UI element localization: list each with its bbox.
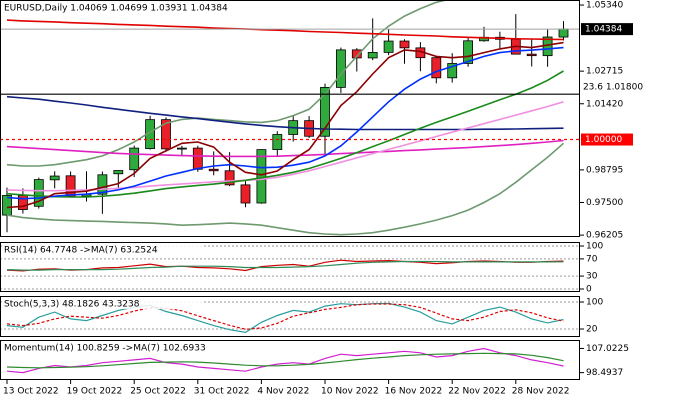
y-tick-label: 30 <box>586 272 598 282</box>
plot-area <box>6 347 564 374</box>
y-tick-label: 70 <box>586 254 598 264</box>
y-tick-label: 1.02715 <box>586 67 623 77</box>
x-tick-label: 31 Oct 2022 <box>194 387 250 397</box>
panel-header: EURUSD,Daily 1.04069 1.04699 1.03931 1.0… <box>4 4 228 14</box>
last-price-label: 1.04384 <box>585 25 622 35</box>
y-tick-label: 1.05340 <box>586 1 623 11</box>
candle-body <box>208 168 219 172</box>
header-bg <box>2 342 202 353</box>
y-tick-label: 20 <box>586 325 598 335</box>
header-bg <box>2 2 234 13</box>
candle-body <box>447 63 458 79</box>
candle-body <box>463 40 474 64</box>
candle-body <box>526 53 537 57</box>
plot-area <box>6 302 564 334</box>
last-price-box <box>581 23 633 36</box>
candle-body <box>97 174 108 195</box>
candle-body <box>176 147 187 150</box>
x-tick-label: 28 Nov 2022 <box>512 387 570 397</box>
candle-body <box>256 149 267 204</box>
candle-body <box>2 195 12 216</box>
indicator-line <box>6 41 564 209</box>
y-tick-label: 1.01420 <box>586 99 623 109</box>
panel-header: Stoch(5,3,3) 48.1826 43.3238 <box>4 300 140 310</box>
indicator-line <box>6 139 564 158</box>
x-tick-label: 16 Nov 2022 <box>385 387 443 397</box>
candle-body <box>113 170 124 175</box>
y-tick-label: 100 <box>586 298 603 308</box>
candle-body <box>367 51 378 59</box>
candle-body <box>49 175 60 181</box>
candle-body <box>383 40 394 53</box>
candle-body <box>192 147 203 170</box>
plot-area <box>6 259 564 272</box>
x-tick-label: 22 Nov 2022 <box>448 387 506 397</box>
candle-body <box>320 86 330 137</box>
candle-body <box>161 119 171 150</box>
candle-body <box>129 147 140 171</box>
candle-body <box>399 40 410 49</box>
x-tick-label: 4 Nov 2022 <box>257 387 309 397</box>
level-label: 1.00000 <box>585 135 622 145</box>
header-bg <box>2 298 202 309</box>
level-label: 23.6 1.01800 <box>583 83 643 93</box>
candle-body <box>224 170 235 186</box>
indicator-line <box>6 0 450 167</box>
header-bg <box>2 244 202 255</box>
panel-frame <box>0 0 580 237</box>
indicator-line <box>6 260 564 271</box>
plot-area <box>2 0 569 236</box>
y-tick-label: 0.96205 <box>586 231 623 241</box>
indicator-line <box>6 352 564 369</box>
candle-body <box>33 179 44 207</box>
y-tick-label: 0.97500 <box>586 198 623 208</box>
indicator-line <box>6 95 564 131</box>
indicator-line <box>6 142 565 236</box>
panel-frame <box>0 340 580 380</box>
x-tick-label: 10 Nov 2022 <box>321 387 379 397</box>
candle-body <box>17 195 28 210</box>
y-tick-label: 0.98795 <box>586 165 623 175</box>
indicator-line <box>6 101 564 192</box>
candle-body <box>431 57 442 79</box>
panel-frame <box>0 296 580 337</box>
y-tick-label: 100 <box>586 241 603 251</box>
panel-header: RSI(14) 64.7748 ->MA(7) 63.2524 <box>4 246 158 256</box>
y-tick-label: 98.4937 <box>586 368 623 378</box>
indicator-line <box>6 70 564 198</box>
x-tick-label: 25 Oct 2022 <box>130 387 186 397</box>
x-tick-label: 19 Oct 2022 <box>67 387 123 397</box>
y-tick-label: 0 <box>586 284 592 294</box>
candle-body <box>272 134 283 151</box>
y-tick-label: 107.0225 <box>586 344 629 354</box>
indicator-line <box>6 347 564 374</box>
candle-body <box>240 184 251 204</box>
panel-frame <box>0 242 580 292</box>
panel-header: Momentum(14) 100.8259 ->MA(7) 102.6933 <box>4 344 206 354</box>
indicator-line <box>6 302 564 334</box>
candle-body <box>335 49 346 88</box>
indicator-line <box>6 19 564 41</box>
x-tick-label: 13 Oct 2022 <box>3 387 59 397</box>
level-label-box <box>581 133 633 146</box>
candle-body <box>351 49 362 59</box>
candle-body <box>558 28 569 38</box>
